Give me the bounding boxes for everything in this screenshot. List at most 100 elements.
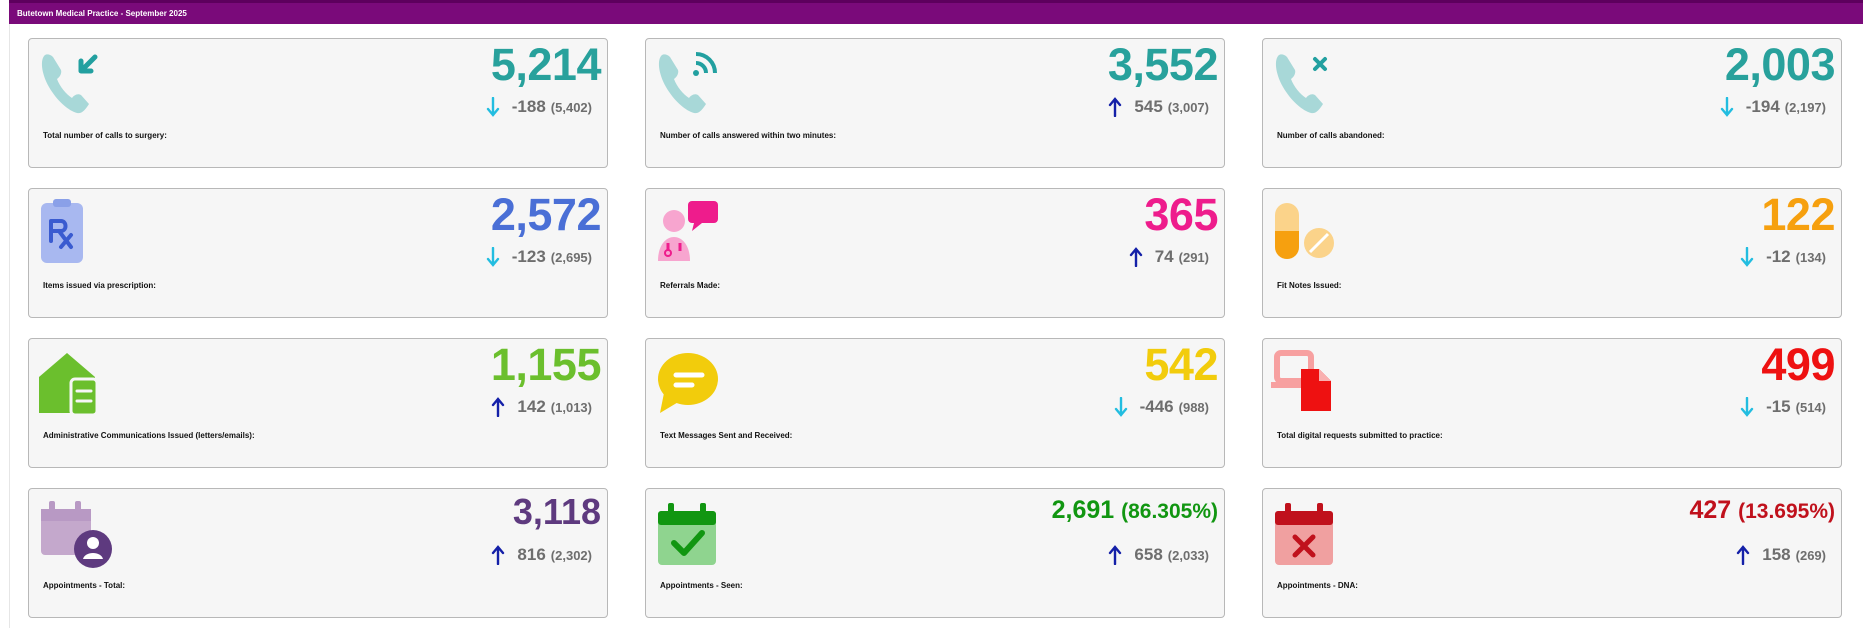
prescription-icon: [37, 199, 117, 269]
kpi-card-appointments-dna: 427 (13.695%) 158 (269) Appointments - DNA:: [1262, 488, 1842, 618]
kpi-change: -446 (988): [1110, 397, 1209, 417]
arrow-up-icon: [487, 545, 509, 565]
mail-letter-icon: [37, 349, 117, 419]
kpi-previous-value: (2,302): [550, 547, 592, 563]
kpi-change-value: -123: [511, 247, 546, 266]
kpi-value-number: 542: [1144, 339, 1218, 390]
kpi-value-number: 427: [1689, 496, 1732, 524]
kpi-change: 158 (269): [1732, 545, 1826, 565]
left-divider: [9, 24, 10, 628]
arrow-down-icon: [482, 97, 504, 117]
kpi-label: Appointments - Total:: [43, 581, 126, 590]
kpi-label: Total digital requests submitted to prac…: [1277, 431, 1443, 440]
kpi-label: Appointments - Seen:: [660, 581, 743, 590]
kpi-previous-value: (514): [1795, 399, 1826, 415]
kpi-value: 3,552: [1107, 39, 1219, 90]
kpi-value-number: 365: [1144, 189, 1218, 240]
arrow-up-icon: [487, 397, 509, 417]
kpi-value-number: 122: [1761, 189, 1835, 240]
kpi-value: 2,003: [1724, 39, 1836, 90]
kpi-label: Appointments - DNA:: [1277, 581, 1358, 590]
kpi-change: -12 (134): [1736, 247, 1826, 267]
kpi-change-value: -188: [511, 97, 546, 116]
kpi-value-number: 2,003: [1724, 39, 1836, 90]
kpi-value: 427 (13.695%): [1689, 497, 1835, 523]
arrow-down-icon: [1716, 97, 1738, 117]
phone-incoming-icon: [37, 49, 117, 119]
kpi-change: 74 (291): [1125, 247, 1209, 267]
kpi-label: Items issued via prescription:: [43, 281, 156, 290]
kpi-value: 1,155: [490, 339, 602, 390]
kpi-card-calls-answered: 3,552 545 (3,007) Number of calls answered …: [645, 38, 1225, 168]
device-document-icon: [1271, 349, 1351, 419]
kpi-label: Text Messages Sent and Received:: [660, 431, 793, 440]
calendar-x-icon: [1271, 499, 1351, 569]
kpi-change: 142 (1,013): [487, 397, 592, 417]
kpi-value-number: 2,572: [490, 189, 602, 240]
kpi-change-value: 816: [517, 545, 546, 564]
doctor-chat-icon: [654, 199, 734, 269]
kpi-change: -123 (2,695): [482, 247, 592, 267]
kpi-card-digital-requests: 499 -15 (514) Total digital requests submit…: [1262, 338, 1842, 468]
kpi-label: Referrals Made:: [660, 281, 721, 290]
kpi-change: -188 (5,402): [482, 97, 592, 117]
kpi-label: Number of calls answered within two minu…: [660, 131, 837, 140]
kpi-value: 365: [1144, 191, 1218, 238]
kpi-change-value: -194: [1745, 97, 1780, 116]
kpi-change: -194 (2,197): [1716, 97, 1826, 117]
kpi-change-value: 658: [1134, 545, 1163, 564]
kpi-previous-value: (3,007): [1167, 99, 1209, 115]
kpi-value-number: 3,118: [512, 491, 601, 532]
kpi-value-number: 2,691: [1051, 496, 1115, 524]
kpi-card-prescriptions: 2,572 -123 (2,695) Items issued via prescri…: [28, 188, 608, 318]
arrow-down-icon: [1110, 397, 1132, 417]
kpi-previous-value: (134): [1795, 249, 1826, 265]
kpi-card-fit-notes: 122 -12 (134) Fit Notes Issued:: [1262, 188, 1842, 318]
kpi-value: 122: [1761, 191, 1835, 238]
kpi-value: 3,118: [513, 493, 601, 531]
arrow-down-icon: [1736, 247, 1758, 267]
kpi-change: 658 (2,033): [1104, 545, 1209, 565]
kpi-change-value: 158: [1762, 545, 1791, 564]
kpi-value: 5,214: [490, 39, 602, 90]
kpi-card-text-messages: 542 -446 (988) Text Messages Sent and Recei…: [645, 338, 1225, 468]
phone-missed-icon: [1271, 49, 1351, 119]
pills-icon: [1271, 199, 1351, 269]
kpi-value-number: 3,552: [1107, 39, 1219, 90]
arrow-up-icon: [1732, 545, 1754, 565]
kpi-label: Fit Notes Issued:: [1277, 281, 1342, 290]
kpi-change-value: 74: [1154, 247, 1174, 266]
kpi-previous-value: (1,013): [550, 399, 592, 415]
kpi-value-percent: (86.305%): [1121, 500, 1218, 523]
kpi-value-number: 1,155: [490, 339, 602, 390]
kpi-change-value: -446: [1139, 397, 1174, 416]
kpi-value: 2,691 (86.305%): [1052, 497, 1218, 523]
calendar-user-icon: [37, 499, 117, 569]
kpi-previous-value: (269): [1795, 547, 1826, 563]
kpi-previous-value: (2,033): [1167, 547, 1209, 563]
kpi-change-value: -12: [1766, 247, 1791, 266]
kpi-previous-value: (988): [1178, 399, 1209, 415]
kpi-card-admin-comms: 1,155 142 (1,013) Administrative Communicat…: [28, 338, 608, 468]
kpi-value-number: 5,214: [490, 39, 602, 90]
page-title: Butetown Medical Practice - September 20…: [17, 9, 187, 18]
kpi-change-value: -15: [1766, 397, 1791, 416]
kpi-value: 2,572: [490, 189, 602, 240]
kpi-previous-value: (2,695): [550, 249, 592, 265]
kpi-change: 545 (3,007): [1104, 97, 1209, 117]
kpi-value-number: 499: [1761, 339, 1835, 390]
kpi-card-calls-abandoned: 2,003 -194 (2,197) Number of calls abandone…: [1262, 38, 1842, 168]
kpi-previous-value: (5,402): [550, 99, 592, 115]
chat-bubble-icon: [654, 349, 734, 419]
kpi-card-appointments-seen: 2,691 (86.305%) 658 (2,033) Appointments - …: [645, 488, 1225, 618]
kpi-label: Administrative Communications Issued (le…: [43, 431, 255, 440]
kpi-card-calls-total: 5,214 -188 (5,402) Total number of calls to…: [28, 38, 608, 168]
arrow-up-icon: [1125, 247, 1147, 267]
kpi-card-appointments-total: 3,118 816 (2,302) Appointments - Total:: [28, 488, 608, 618]
kpi-previous-value: (291): [1178, 249, 1209, 265]
kpi-change: -15 (514): [1736, 397, 1826, 417]
kpi-value: 499: [1761, 341, 1835, 388]
arrow-down-icon: [1736, 397, 1758, 417]
kpi-change-value: 142: [517, 397, 546, 416]
kpi-card-referrals: 365 74 (291) Referrals Made:: [645, 188, 1225, 318]
